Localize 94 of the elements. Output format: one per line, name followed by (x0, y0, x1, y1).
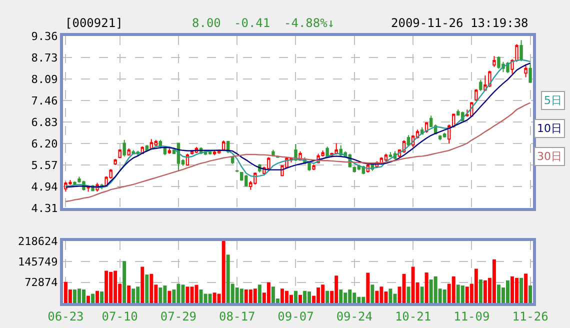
candlestick (515, 44, 518, 62)
x-tick-label: 07-10 (102, 309, 138, 324)
bar (289, 294, 293, 303)
candlestick (384, 153, 388, 162)
bar (460, 285, 464, 303)
bar (339, 289, 343, 303)
text: [000921] (65, 16, 123, 30)
candlestick (438, 134, 442, 141)
y-tick-label: 5.57 (31, 158, 58, 172)
bar (145, 274, 149, 303)
bar (96, 290, 100, 303)
bar (194, 284, 198, 303)
candlestick (127, 148, 130, 156)
bar (524, 274, 528, 303)
x-tick-label: 06-23 (48, 309, 84, 324)
candlestick (312, 164, 316, 171)
y-tick-label: 72874 (24, 276, 58, 290)
bar (375, 290, 379, 303)
text: 30日 (537, 150, 562, 163)
bar (86, 296, 90, 303)
bar (253, 288, 257, 303)
bar (366, 272, 370, 303)
candlestick (528, 62, 532, 84)
candlestick (122, 139, 126, 158)
y-tick-label: 218624 (18, 234, 58, 248)
bar (326, 290, 330, 303)
candlestick (168, 148, 172, 154)
x-tick-label: 10-21 (394, 309, 432, 324)
candlestick (524, 64, 528, 78)
candlestick (118, 148, 122, 159)
bar (122, 261, 126, 303)
line-series (65, 102, 531, 202)
bar (528, 285, 532, 303)
candlestick (520, 40, 523, 62)
candlestick (114, 158, 117, 166)
text: -4.88%↓ (284, 16, 335, 30)
bar (100, 291, 104, 303)
x-tick-label: 09-24 (336, 309, 372, 324)
candlestick (492, 56, 496, 68)
text: 5日 (544, 94, 562, 107)
bar (442, 289, 446, 303)
bar (474, 268, 478, 303)
x-tick-label: 11-26 (512, 309, 548, 324)
bar (208, 294, 212, 303)
candlestick (406, 134, 410, 146)
bar (258, 284, 262, 303)
bar (452, 276, 456, 303)
candlestick (479, 79, 482, 92)
bar (150, 274, 154, 303)
candlestick (388, 152, 392, 158)
bar (492, 259, 496, 303)
x-tick-label: 08-17 (219, 309, 256, 324)
y-tick-label: 9.36 (31, 30, 58, 43)
bar (370, 284, 374, 303)
bar (104, 270, 108, 303)
candlestick (326, 146, 329, 158)
bar (298, 294, 302, 303)
candlestick (442, 132, 446, 138)
candlestick (154, 139, 158, 146)
x-tick-label: 07-29 (160, 309, 197, 324)
y-tick-label: 4.94 (31, 180, 58, 194)
bar (478, 280, 482, 303)
y-tick-label: 4.31 (31, 202, 58, 215)
y-tick-label: 145749 (18, 256, 58, 269)
bar (222, 241, 226, 303)
bar (140, 266, 144, 303)
y-tick-label: 7.46 (31, 94, 58, 108)
text: 2009-11-26 13:19:38 (391, 16, 528, 30)
x-tick-label: 11-09 (454, 309, 490, 324)
candlestick (272, 149, 275, 158)
y-tick-label: 8.73 (31, 51, 58, 64)
bar (406, 286, 410, 303)
text: 10日 (537, 122, 562, 135)
bar (132, 288, 136, 303)
bar (158, 287, 162, 303)
bar (127, 285, 131, 303)
bar (303, 290, 307, 303)
bar (240, 288, 244, 303)
candlestick (474, 88, 478, 102)
y-tick-label: 8.09 (31, 73, 58, 86)
text: -0.41 (234, 16, 270, 30)
text: 8.00 (192, 16, 221, 30)
candlestick (212, 150, 216, 156)
bar (91, 294, 95, 303)
bar (388, 288, 392, 303)
y-tick-label: 6.20 (31, 137, 58, 150)
bar (424, 272, 428, 303)
bar (266, 282, 270, 303)
bar (520, 278, 524, 303)
bar (168, 290, 172, 303)
bar (420, 286, 424, 303)
bar (294, 290, 298, 303)
y-tick-label: 6.83 (31, 116, 58, 129)
x-tick-label: 09-07 (278, 309, 314, 324)
